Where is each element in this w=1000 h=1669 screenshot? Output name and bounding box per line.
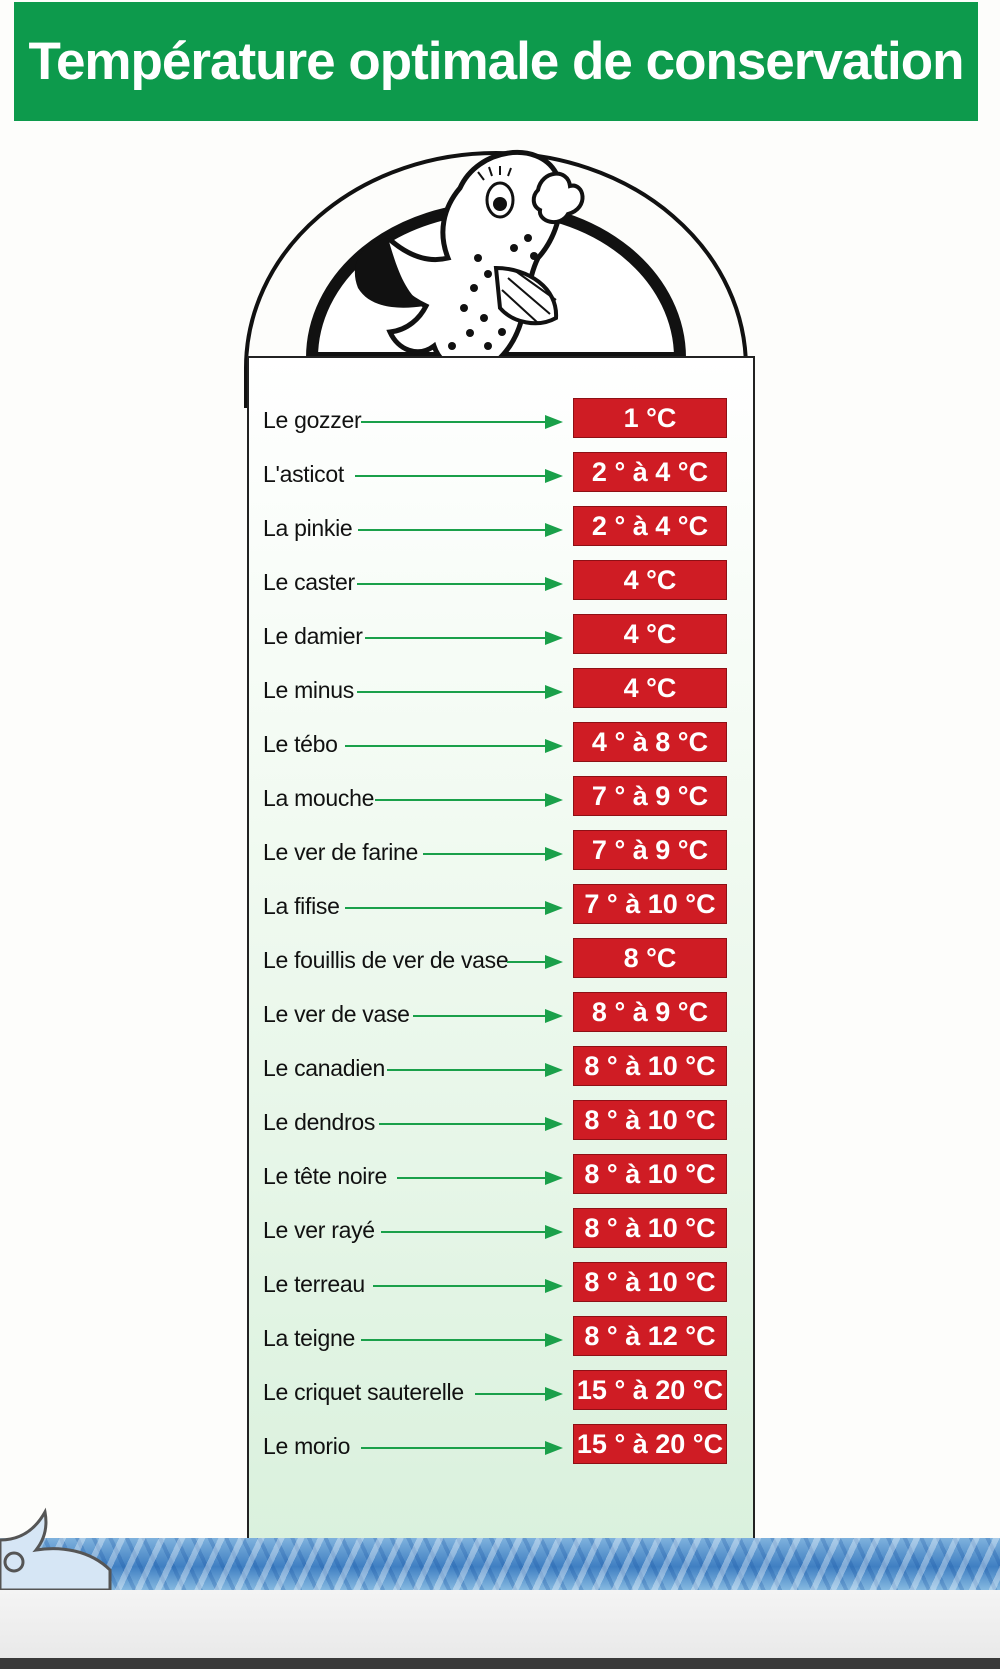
list-item: La teigne 8 ° à 12 °C	[263, 1313, 733, 1367]
list-item: Le criquet sauterelle 15 ° à 20 °C	[263, 1367, 733, 1421]
list-item: L'asticot 2 ° à 4 °C	[263, 449, 733, 503]
temperature-badge: 8 ° à 9 °C	[573, 992, 727, 1032]
header-banner: Température optimale de conservation	[14, 2, 978, 121]
temperature-badge: 7 ° à 10 °C	[573, 884, 727, 924]
arrow-right-icon	[345, 901, 563, 915]
list-item: Le ver de farine 7 ° à 9 °C	[263, 827, 733, 881]
list-item: Le canadien 8 ° à 10 °C	[263, 1043, 733, 1097]
bait-name: Le morio	[263, 1433, 351, 1459]
temperature-badge: 7 ° à 9 °C	[573, 776, 727, 816]
arrow-right-icon	[397, 1171, 563, 1185]
list-item: Le dendros 8 ° à 10 °C	[263, 1097, 733, 1151]
arrow-right-icon	[507, 955, 563, 969]
fish-tail-icon	[0, 1507, 112, 1590]
list-item: Le terreau 8 ° à 10 °C	[263, 1259, 733, 1313]
arrow-right-icon	[475, 1387, 563, 1401]
arrow-right-icon	[413, 1009, 563, 1023]
temperature-badge: 7 ° à 9 °C	[573, 830, 727, 870]
arrow-right-icon	[387, 1063, 563, 1077]
bait-name: Le damier	[263, 623, 363, 649]
bait-name: Le ver de vase	[263, 1001, 410, 1027]
temperature-badge: 2 ° à 4 °C	[573, 506, 727, 546]
arrow-right-icon	[361, 1441, 563, 1455]
fish-icon	[354, 149, 585, 374]
temperature-badge: 8 ° à 10 °C	[573, 1100, 727, 1140]
arrow-right-icon	[357, 577, 563, 591]
arrow-right-icon	[373, 1279, 563, 1293]
bait-name: Le minus	[263, 677, 354, 703]
temperature-badge: 8 ° à 10 °C	[573, 1046, 727, 1086]
water-strip	[0, 1538, 1000, 1590]
bait-name: L'asticot	[263, 461, 344, 487]
list-item: La mouche 7 ° à 9 °C	[263, 773, 733, 827]
list-item: Le minus 4 °C	[263, 665, 733, 719]
arrow-right-icon	[423, 847, 563, 861]
bait-name: La mouche	[263, 785, 375, 811]
bait-name: Le tébo	[263, 731, 338, 757]
bait-name: Le tête noire	[263, 1163, 387, 1189]
list-item: Le tébo 4 ° à 8 °C	[263, 719, 733, 773]
list-item: Le damier 4 °C	[263, 611, 733, 665]
list-item: Le caster 4 °C	[263, 557, 733, 611]
arrow-right-icon	[381, 1225, 563, 1239]
list-item: Le gozzer 1 °C	[263, 395, 733, 449]
list-item: Le morio 15 ° à 20 °C	[263, 1421, 733, 1475]
list-item: Le ver rayé 8 ° à 10 °C	[263, 1205, 733, 1259]
arrow-right-icon	[379, 1117, 563, 1131]
arrow-right-icon	[357, 685, 563, 699]
temperature-badge: 8 ° à 10 °C	[573, 1208, 727, 1248]
bait-name: Le dendros	[263, 1109, 376, 1135]
temperature-badge: 8 °C	[573, 938, 727, 978]
list-item: Le fouillis de ver de vase 8 °C	[263, 935, 733, 989]
bait-name: Le fouillis de ver de vase	[263, 947, 509, 973]
bait-name: La teigne	[263, 1325, 355, 1351]
arrow-right-icon	[361, 1333, 563, 1347]
bait-name: Le ver rayé	[263, 1217, 375, 1243]
temperature-badge: 2 ° à 4 °C	[573, 452, 727, 492]
bait-name: Le ver de farine	[263, 839, 419, 865]
temperature-badge: 15 ° à 20 °C	[573, 1424, 727, 1464]
arrow-right-icon	[361, 415, 563, 429]
temperature-badge: 4 °C	[573, 560, 727, 600]
arrow-right-icon	[345, 739, 563, 753]
list-item: La pinkie 2 ° à 4 °C	[263, 503, 733, 557]
bait-name: Le terreau	[263, 1271, 365, 1297]
arrow-right-icon	[375, 793, 563, 807]
scan-edge	[0, 1658, 1000, 1669]
bait-name: Le canadien	[263, 1055, 386, 1081]
arrow-right-icon	[365, 631, 563, 645]
bait-name: Le caster	[263, 569, 355, 595]
list-item: Le tête noire 8 ° à 10 °C	[263, 1151, 733, 1205]
bait-name: Le criquet sauterelle	[263, 1379, 464, 1405]
page-margin	[0, 1590, 1000, 1658]
list-item: La fifise 7 ° à 10 °C	[263, 881, 733, 935]
temperature-badge: 8 ° à 10 °C	[573, 1154, 727, 1194]
bait-name: La pinkie	[263, 515, 353, 541]
temperature-badge: 8 ° à 12 °C	[573, 1316, 727, 1356]
temperature-badge: 4 ° à 8 °C	[573, 722, 727, 762]
temperature-badge: 8 ° à 10 °C	[573, 1262, 727, 1302]
list-item: Le ver de vase 8 ° à 9 °C	[263, 989, 733, 1043]
temperature-badge: 15 ° à 20 °C	[573, 1370, 727, 1410]
arrow-right-icon	[358, 523, 563, 537]
temperature-badge: 4 °C	[573, 668, 727, 708]
temperature-badge: 4 °C	[573, 614, 727, 654]
arrow-right-icon	[355, 469, 563, 483]
bait-name: La fifise	[263, 893, 340, 919]
page-title: Température optimale de conservation	[28, 32, 965, 91]
bait-name: Le gozzer	[263, 407, 362, 433]
temperature-badge: 1 °C	[573, 398, 727, 438]
